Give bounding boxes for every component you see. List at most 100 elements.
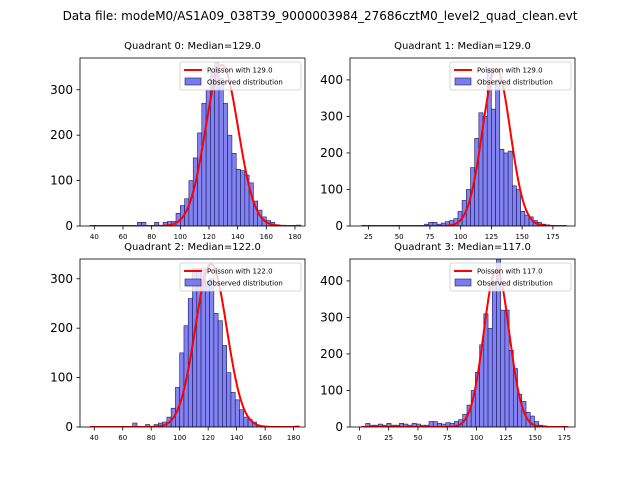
legend-bar-label: Observed distribution [477,280,553,288]
poisson-curve [89,262,300,427]
y-tick-label: 100 [320,383,343,397]
histogram-bar [495,79,501,226]
y-tick-label: 200 [50,321,73,335]
legend: Poisson with 122.0 Observed distribution [179,262,302,292]
x-tick-label: 0 [357,434,361,442]
histogram-bar [192,268,198,427]
legend-bar-swatch [184,278,202,287]
histogram-bar [503,152,509,226]
y-tick-label: 300 [50,272,73,286]
x-tick-label: 175 [546,233,559,241]
histogram-bar [230,392,236,427]
y-tick-label: 300 [320,109,343,123]
histogram-bar [222,345,227,427]
x-tick-label: 125 [499,434,512,442]
x-tick-label: 100 [470,434,483,442]
x-tick-label: 140 [230,434,243,442]
x-tick-label: 100 [454,233,467,241]
y-tick-label: 0 [335,219,343,233]
panel-title: Quadrant 2: Median=122.0 [124,242,261,253]
x-tick-label: 80 [147,434,156,442]
histogram-bar [507,150,513,226]
x-tick-label: 100 [173,434,186,442]
x-tick-label: 175 [558,434,571,442]
legend-line-label: Poisson with 122.0 [207,268,273,276]
histogram-bar [218,78,224,226]
histogram-bars [89,268,300,427]
legend-bar-label: Observed distribution [477,79,553,87]
y-tick-label: 300 [320,310,343,324]
legend-bar-label: Observed distribution [207,280,283,288]
x-tick-label: 160 [258,434,271,442]
histogram-bar [217,320,223,427]
x-tick-label: 150 [515,233,528,241]
legend-line-label: Poisson with 129.0 [477,67,543,75]
x-tick-label: 40 [90,233,99,241]
y-tick-label: 0 [335,420,343,434]
legend: Poisson with 129.0 Observed distribution [449,61,572,91]
poisson-curve [90,63,301,226]
chart-panel-2: Quadrant 2: Median=122.0 0 100 200 300 40 60 80… [50,242,306,442]
x-tick-label: 125 [485,233,498,241]
histogram-bar [205,280,210,427]
histogram-bar [226,372,232,427]
panel-title: Quadrant 1: Median=129.0 [394,41,531,52]
histogram-bars [361,68,567,226]
y-tick-label: 100 [50,174,73,188]
x-tick-label: 120 [202,233,215,241]
histogram-bar [213,313,219,427]
legend-box [449,61,572,91]
axes-frame [79,258,306,428]
histogram-bar [243,416,249,427]
figure-suptitle: Data file: modeM0/AS1A09_038T39_90000039… [63,9,578,23]
histogram-bar [487,328,493,427]
chart-panel-1: Quadrant 1: Median=129.0 0 100 200 300 400 25 5… [320,41,576,241]
panel-title: Quadrant 0: Median=129.0 [124,41,261,52]
chart-panels: Quadrant 0: Median=129.0 0 100 200 300 40 60 80… [50,41,576,442]
histogram-bar [491,108,496,226]
histogram-bar [223,103,228,226]
legend-bar-swatch [454,278,472,287]
histogram-bar [201,103,207,226]
x-tick-label: 80 [147,233,156,241]
histogram-bars [361,259,569,427]
histogram-bar [239,409,245,427]
histogram-bar [154,222,160,226]
y-tick-label: 100 [50,371,73,385]
legend-box [179,61,302,91]
histogram-bar [240,170,246,226]
y-tick-label: 200 [320,146,343,160]
x-tick-label: 100 [174,233,187,241]
legend-line-label: Poisson with 129.0 [207,67,273,75]
x-tick-label: 180 [288,233,301,241]
x-tick-label: 180 [287,434,300,442]
y-tick-label: 400 [320,73,343,87]
axes-frame [349,258,576,428]
legend: Poisson with 129.0 Observed distribution [179,61,302,91]
histogram-bar [141,222,147,226]
y-tick-label: 0 [65,219,73,233]
legend-bar-swatch [454,77,472,86]
chart-panel-3: Quadrant 3: Median=117.0 0 100 200 300 400 0 25… [320,242,576,442]
x-tick-label: 160 [260,233,273,241]
poisson-curve [361,67,567,226]
x-tick-label: 40 [90,434,99,442]
y-tick-label: 400 [320,274,343,288]
axes-frame [79,57,306,227]
x-tick-label: 75 [443,434,452,442]
x-tick-label: 25 [384,434,393,442]
histogram-bar [491,280,497,427]
histogram-bar [227,134,233,226]
legend-box [179,262,302,292]
legend-bar-label: Observed distribution [207,79,283,87]
histogram-bar [499,149,505,226]
histogram-bar [520,211,526,226]
histogram-bar [474,138,480,226]
histogram-bar [234,399,240,427]
x-tick-label: 60 [119,233,128,241]
panel-title: Quadrant 3: Median=117.0 [394,242,531,253]
chart-panel-0: Quadrant 0: Median=129.0 0 100 200 300 40 60 80… [50,41,306,241]
histogram-bar [516,189,521,226]
y-tick-label: 100 [320,182,343,196]
